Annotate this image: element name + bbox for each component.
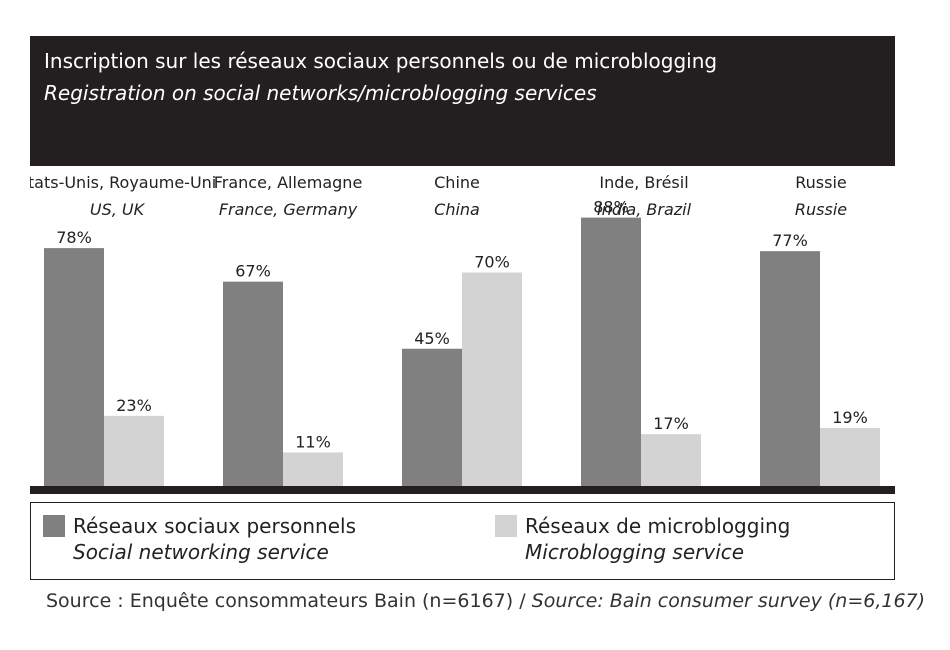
data-label: 70% xyxy=(474,253,510,272)
bar-microblogging xyxy=(641,434,701,486)
category-label-fr: Inde, Brésil xyxy=(599,173,688,192)
legend-swatch-social xyxy=(43,515,65,537)
x-axis-baseline xyxy=(30,486,895,494)
legend: Réseaux sociaux personnels Social networ… xyxy=(30,502,895,580)
legend-label-social-fr: Réseaux sociaux personnels xyxy=(73,514,356,538)
bar-microblogging xyxy=(283,452,343,486)
legend-label-microblogging-en: Microblogging service xyxy=(525,540,745,564)
bar-chart: Etats-Unis, Royaume-Uni US, UK France, All… xyxy=(18,173,895,494)
bar-microblogging xyxy=(462,272,522,486)
category-label-fr: Etats-Unis, Royaume-Uni xyxy=(30,173,216,192)
chart-title-fr: Inscription sur les réseaux sociaux pers… xyxy=(44,49,718,73)
data-label: 78% xyxy=(56,228,92,247)
chart-title-en: Registration on social networks/microblo… xyxy=(44,81,597,105)
source-en: Source: Bain consumer survey (n=6,167) xyxy=(531,590,926,612)
bar-social xyxy=(223,281,283,486)
bar-social xyxy=(581,217,641,486)
data-label: 11% xyxy=(295,432,331,451)
bar-social xyxy=(402,348,462,486)
bar-microblogging xyxy=(104,415,164,486)
category-label-en: India, Brazil xyxy=(597,200,692,219)
source-fr: Source : Enquête consommateurs Bain (n=6… xyxy=(46,590,532,612)
legend-label-microblogging-fr: Réseaux de microblogging xyxy=(525,514,791,538)
category-label-en: US, UK xyxy=(90,200,146,219)
category-label-en: France, Germany xyxy=(219,200,358,219)
category-label-fr: Russie xyxy=(795,173,847,192)
chart-area: Etats-Unis, Royaume-Uni US, UK France, All… xyxy=(18,166,895,496)
bar-social xyxy=(760,251,820,486)
data-label: 88% xyxy=(593,198,629,217)
source-note: Source : Enquête consommateurs Bain (n=6… xyxy=(46,590,925,612)
data-label: 45% xyxy=(414,329,450,348)
data-label: 23% xyxy=(116,396,152,415)
category-label-fr: France, Allemagne xyxy=(214,173,363,192)
bar-microblogging xyxy=(820,428,880,486)
chart-title-bar: Inscription sur les réseaux sociaux pers… xyxy=(30,36,895,166)
category-label-fr: Chine xyxy=(434,173,480,192)
data-label: 19% xyxy=(832,408,868,427)
data-label: 67% xyxy=(235,262,271,281)
data-label: 77% xyxy=(772,231,808,250)
legend-swatch-microblogging xyxy=(495,515,517,537)
category-label-en: China xyxy=(434,200,480,219)
legend-label-social-en: Social networking service xyxy=(73,540,329,564)
category-label-en: Russie xyxy=(795,200,847,219)
bar-social xyxy=(44,248,104,486)
data-label: 17% xyxy=(653,414,689,433)
